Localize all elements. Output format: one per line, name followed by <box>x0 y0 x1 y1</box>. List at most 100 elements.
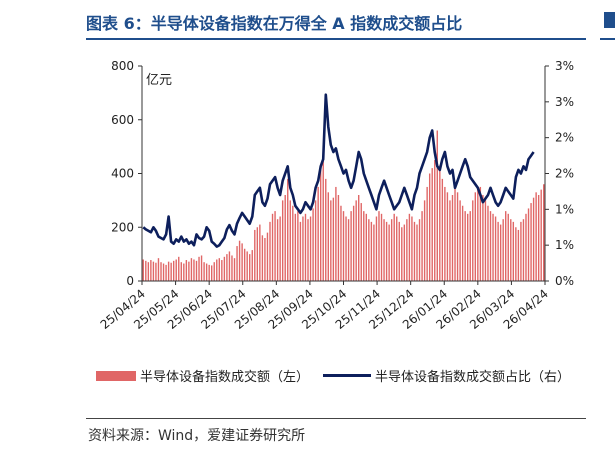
bar <box>459 200 461 281</box>
bar <box>152 261 155 281</box>
bar <box>355 200 357 281</box>
left-tick-label: 200 <box>111 220 134 234</box>
bar <box>403 224 406 281</box>
bar <box>484 200 487 281</box>
bar <box>216 259 218 281</box>
chart-title: 图表 6：半导体设备指数在万得全 A 指数成交额占比 <box>86 14 463 33</box>
bar <box>223 256 226 281</box>
left-tick-label: 800 <box>111 59 134 73</box>
bar <box>304 213 307 281</box>
bar <box>494 216 497 281</box>
bar <box>347 219 350 281</box>
bar <box>205 263 208 281</box>
bar <box>502 219 504 281</box>
bar <box>358 195 360 281</box>
bar <box>218 258 221 281</box>
bar <box>175 259 177 281</box>
bar <box>238 240 241 281</box>
left-tick-label: 0 <box>126 274 134 288</box>
bar <box>375 216 378 281</box>
legend-line-label: 半导体设备指数成交额占比（右） <box>375 370 571 385</box>
bar <box>444 186 446 281</box>
bar <box>231 255 233 281</box>
bar <box>332 197 335 281</box>
bar <box>254 229 256 281</box>
bar <box>157 258 160 281</box>
bar <box>342 211 345 281</box>
bar <box>162 263 165 281</box>
bar <box>520 221 522 281</box>
legend-bar-swatch <box>96 370 136 381</box>
bar <box>436 130 438 281</box>
bar <box>226 254 228 281</box>
bar <box>390 219 393 281</box>
bar <box>449 200 451 281</box>
bar <box>456 192 459 281</box>
bar <box>439 165 441 281</box>
bar <box>499 224 502 281</box>
bar <box>188 261 190 281</box>
bar <box>408 213 411 281</box>
bar <box>178 256 180 281</box>
bar <box>170 262 172 281</box>
bar <box>330 200 332 281</box>
bar <box>287 178 289 281</box>
bar <box>411 216 413 281</box>
bar <box>271 213 274 281</box>
bar <box>337 195 340 281</box>
bar <box>325 178 327 281</box>
bar <box>360 203 362 281</box>
bar <box>167 261 170 281</box>
bar <box>345 216 347 281</box>
bar <box>385 221 388 281</box>
bar <box>350 211 352 281</box>
legend: 半导体设备指数成交额（左） 半导体设备指数成交额占比（右） <box>96 366 570 385</box>
bar <box>314 200 317 281</box>
bar <box>512 221 515 281</box>
bar <box>352 205 355 281</box>
right-tick-label: 1% <box>555 238 574 252</box>
bar <box>309 216 312 281</box>
bar <box>264 238 266 281</box>
bar <box>401 227 403 281</box>
bar <box>294 213 297 281</box>
bar <box>243 248 246 281</box>
share-line <box>142 93 535 248</box>
bar <box>180 262 182 281</box>
next-figure-rule <box>600 38 615 40</box>
bar <box>396 216 398 281</box>
bar <box>530 203 532 281</box>
bar <box>497 221 499 281</box>
bar <box>413 221 416 281</box>
bar <box>160 262 162 281</box>
bar <box>487 205 489 281</box>
bar <box>289 200 291 281</box>
bar <box>434 160 436 281</box>
bar <box>200 255 203 281</box>
bar <box>388 224 390 281</box>
bar <box>383 219 385 281</box>
legend-bar-label: 半导体设备指数成交额（左） <box>140 370 310 385</box>
bar <box>474 192 476 281</box>
bar <box>297 211 299 281</box>
bar <box>172 260 175 281</box>
bar <box>482 195 484 281</box>
bar <box>472 200 474 281</box>
source-rule <box>86 418 586 419</box>
bar <box>517 229 520 281</box>
bar <box>527 208 530 281</box>
source-note: 资料来源：Wind，爱建证券研究所 <box>88 428 306 444</box>
bar <box>535 192 537 281</box>
bar <box>266 232 269 281</box>
bar <box>406 219 408 281</box>
bar <box>302 216 304 281</box>
bar <box>477 189 479 281</box>
bar <box>312 208 314 281</box>
line-series <box>142 93 535 248</box>
bar <box>335 186 337 281</box>
next-figure-edge <box>604 12 615 28</box>
bar <box>256 227 259 281</box>
bar <box>145 260 147 281</box>
bar <box>198 256 200 281</box>
bar <box>319 168 322 281</box>
